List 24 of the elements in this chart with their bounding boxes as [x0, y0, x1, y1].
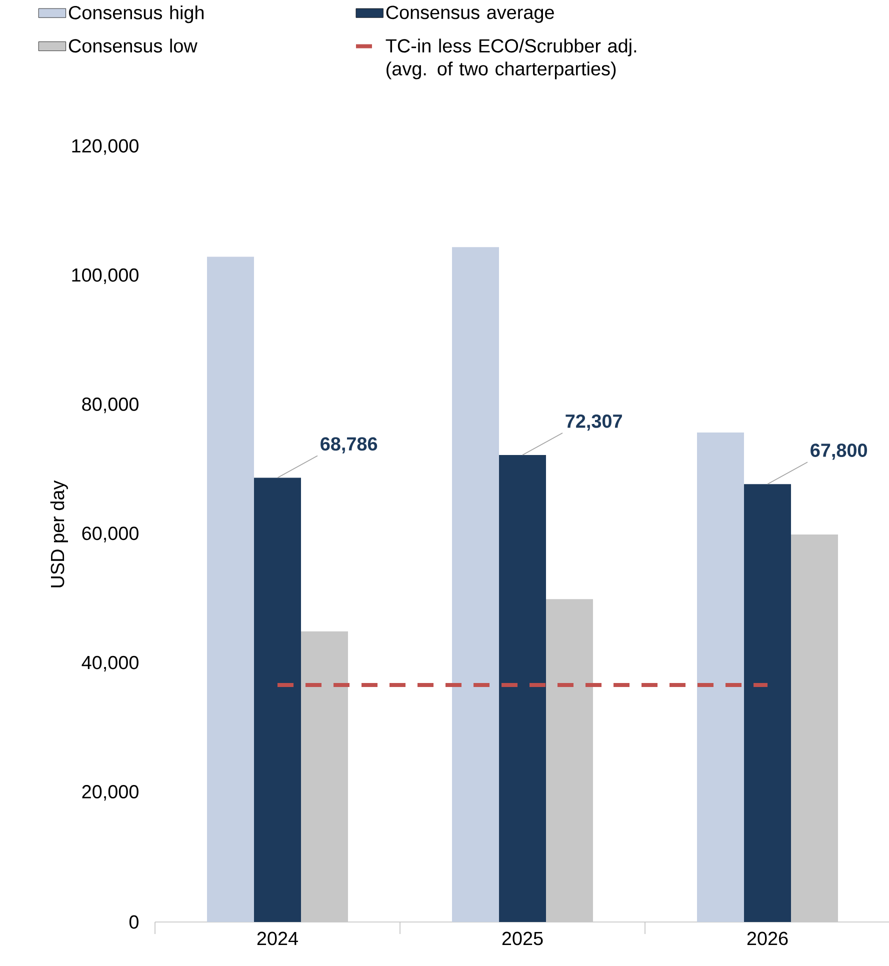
x-tick-label: 2025: [502, 932, 543, 946]
y-tick-label: 100,000: [72, 268, 138, 284]
x-tick-label: 2026: [747, 932, 788, 946]
legend-label: Consensus low: [68, 38, 198, 53]
bar: [499, 455, 546, 922]
bar: [452, 247, 500, 922]
legend-label: TC-in less ECO/Scrubber adj. (avg. of two charterparties): [386, 38, 636, 80]
y-tick-label: 0: [129, 915, 138, 929]
data-label: 68,786: [320, 437, 378, 454]
data-label: 67,800: [810, 444, 868, 460]
y-tick-label: 60,000: [82, 526, 138, 542]
bar: [207, 256, 254, 922]
y-tick-label: 120,000: [72, 139, 138, 155]
bar: [254, 478, 301, 922]
y-tick-label: 80,000: [82, 398, 138, 414]
x-tick-label: 2024: [257, 932, 298, 946]
bar: [697, 432, 744, 922]
y-tick-label: 40,000: [82, 656, 138, 672]
legend-label: Consensus average: [386, 6, 554, 23]
data-label: 72,307: [566, 414, 622, 431]
legend-label: Consensus high: [68, 5, 204, 24]
y-tick-label: 20,000: [82, 785, 138, 801]
y-axis-title: USD per day: [50, 480, 68, 588]
bar: [744, 484, 792, 922]
